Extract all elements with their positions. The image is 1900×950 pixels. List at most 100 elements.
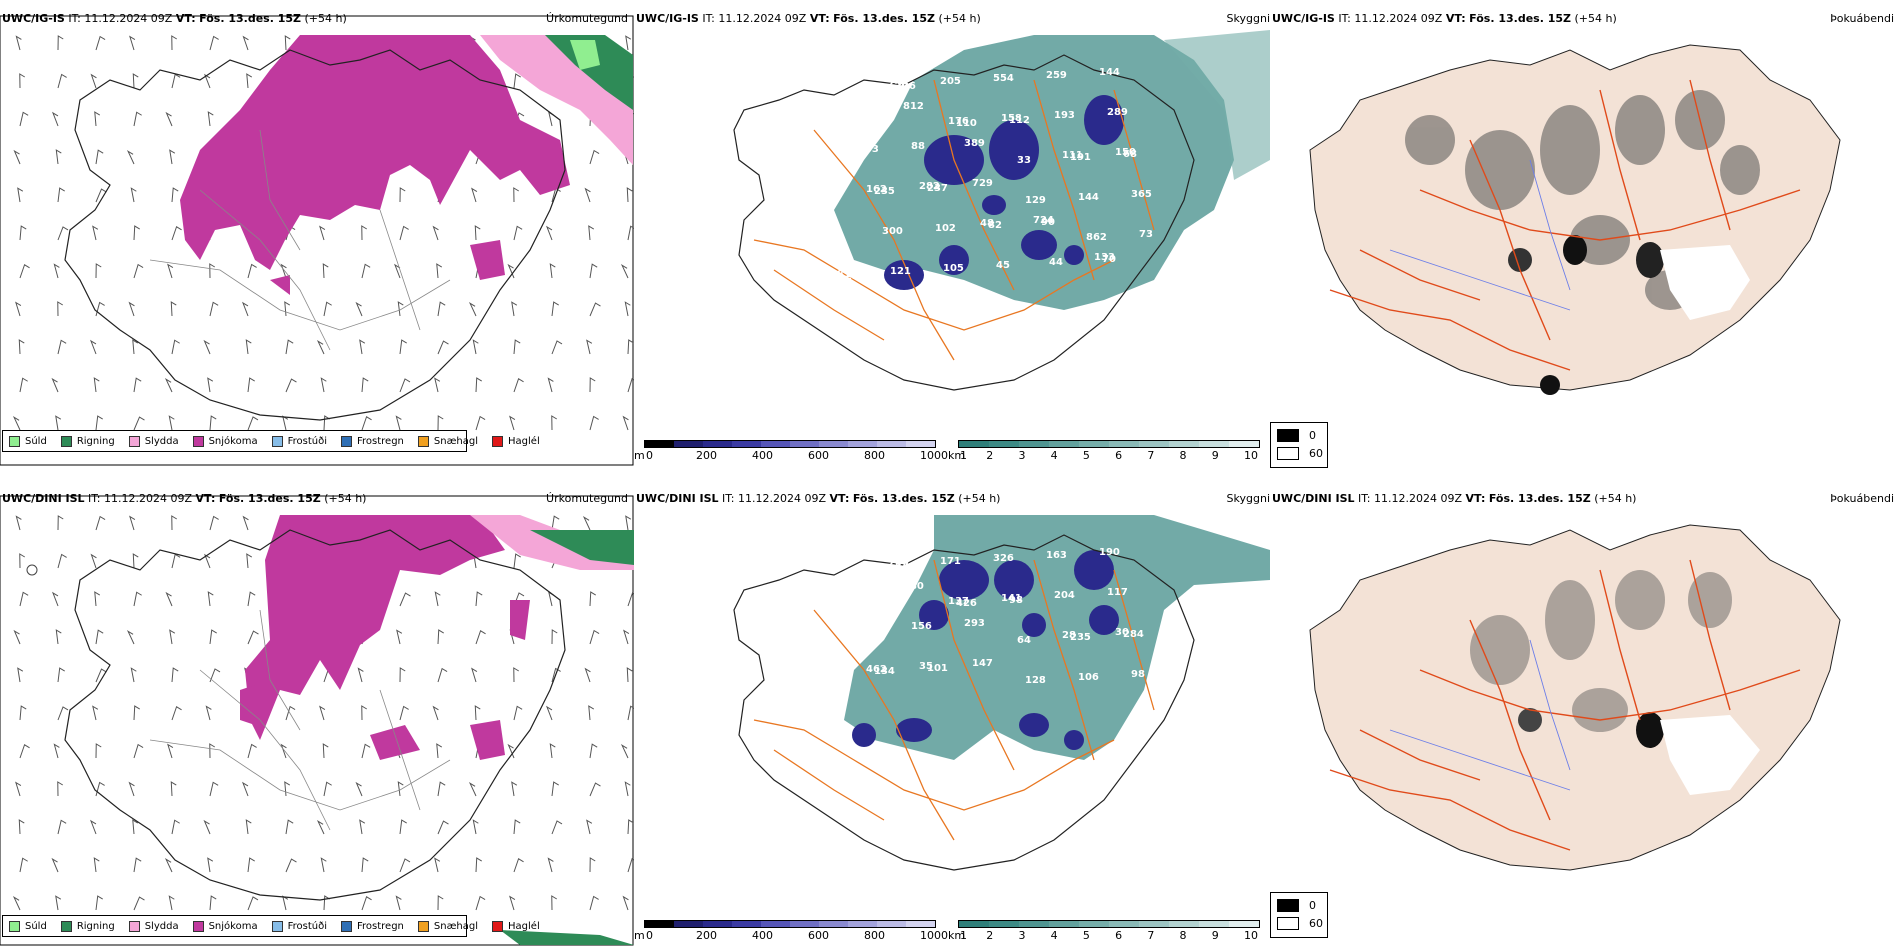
wind-barb — [130, 187, 137, 203]
colorbar-cell — [790, 921, 819, 927]
wind-barb — [18, 819, 25, 835]
colorbar-cell — [1049, 441, 1079, 447]
wind-barb — [589, 302, 601, 317]
wind-barb — [549, 743, 556, 759]
wind-barb — [19, 857, 28, 873]
cloudbase-colorbar: m 0 200 400 600 800 1000 — [634, 920, 948, 946]
wind-barb — [133, 857, 142, 873]
visibility-colorbar: km 1 2 3 4 5 6 7 8 9 10 — [948, 440, 1268, 466]
wind-barb — [57, 226, 69, 241]
wind-barb — [316, 340, 325, 355]
colorbar-unit: m — [634, 449, 645, 462]
wind-barb — [132, 73, 139, 89]
cloudbase-value: 235 — [874, 186, 895, 197]
cloudbase-value: 64 — [1017, 635, 1031, 646]
variable-label: Úrkomutegund — [546, 12, 628, 25]
wind-barb — [437, 820, 449, 835]
wind-barb — [472, 819, 479, 835]
wind-barb — [584, 667, 591, 683]
wind-barb — [132, 819, 139, 835]
wind-barb — [436, 743, 443, 759]
wind-barb — [171, 819, 180, 835]
wind-barb — [319, 225, 326, 241]
wind-barb — [551, 667, 561, 683]
colorbar-cell — [761, 921, 790, 927]
wind-barb — [624, 301, 631, 317]
wind-barb — [209, 35, 219, 51]
wind-barb — [624, 781, 631, 797]
wind-barb — [171, 553, 181, 569]
colorbar-cell — [1229, 921, 1259, 927]
colorbar-tick: 4 — [1050, 449, 1058, 462]
legend-item: Frostúði — [271, 435, 327, 447]
colorbar-strip — [644, 440, 936, 448]
colorbar-unit: km — [948, 929, 966, 942]
cloudbase-value: 554 — [993, 73, 1014, 84]
wind-barb — [589, 415, 599, 431]
wind-barb — [209, 415, 217, 431]
wind-barb — [399, 378, 411, 393]
colorbar-strip — [958, 440, 1260, 448]
wind-barb — [551, 340, 563, 355]
colorbar-tick: 400 — [752, 929, 773, 942]
legend-swatch — [341, 435, 352, 447]
wind-barb — [57, 553, 67, 569]
colorbar-tick: 5 — [1082, 929, 1090, 942]
wind-barb — [626, 187, 633, 203]
colorbar-tick: 6 — [1115, 449, 1123, 462]
colorbar-tick: 600 — [808, 449, 829, 462]
colorbar-tick: 3 — [1018, 929, 1026, 942]
wind-barb — [589, 743, 598, 759]
cloudbase-value: 259 — [1046, 70, 1067, 81]
fog-map — [1309, 44, 1841, 395]
wind-barb — [320, 857, 327, 873]
visibility-colorbar: km 1 2 3 4 5 6 7 8 9 10 — [948, 920, 1268, 946]
wind-barb — [209, 743, 216, 759]
wind-barb — [627, 857, 634, 873]
wind-barb — [513, 553, 521, 569]
wind-barb — [169, 149, 176, 165]
wind-barb — [171, 339, 180, 355]
wind-barb — [167, 263, 174, 279]
wind-barb — [471, 667, 478, 683]
wind-barb — [247, 630, 259, 645]
wind-barb — [582, 516, 591, 531]
wind-barb — [57, 706, 69, 721]
wind-barb — [323, 895, 330, 911]
fog-map — [1309, 524, 1841, 871]
wind-barb — [207, 857, 214, 873]
wind-barb — [168, 415, 175, 431]
wind-barb — [355, 301, 363, 317]
wind-barb — [209, 629, 217, 645]
wind-barb — [171, 226, 182, 241]
wind-barb — [130, 667, 137, 683]
cloudbase-value: 812 — [903, 101, 924, 112]
cloudbase-value: 205 — [940, 76, 961, 87]
fog-legend: 0 60 — [1270, 422, 1328, 468]
legend-swatch — [9, 920, 20, 932]
legend-label: Súld — [25, 920, 47, 932]
wind-barb — [126, 630, 135, 645]
colorbar-tick: 400 — [752, 449, 773, 462]
cloudbase-value: 237 — [927, 183, 948, 194]
wind-barb — [355, 781, 363, 797]
wind-barb — [547, 857, 554, 873]
wind-barb — [551, 895, 558, 911]
cloudbase-value: 111 — [1062, 150, 1083, 161]
wind-barb — [323, 301, 332, 317]
colorbar-tick: 2 — [986, 929, 994, 942]
cloudbase-value: 33 — [1017, 155, 1031, 166]
colorbar-cell — [1019, 441, 1049, 447]
cloudbase-value: 88 — [911, 141, 925, 152]
colorbar-cell — [1049, 921, 1079, 927]
wind-barb — [513, 73, 521, 89]
wind-barb — [164, 858, 173, 873]
wind-barb — [589, 263, 598, 279]
legend-label: Rigning — [76, 920, 115, 932]
cloudbase-value: 129 — [1025, 195, 1046, 206]
wind-barb — [55, 415, 62, 431]
wind-barb — [361, 225, 368, 241]
legend-label: Slydda — [144, 435, 179, 447]
wind-barb — [57, 781, 64, 797]
wind-barb — [53, 743, 60, 759]
